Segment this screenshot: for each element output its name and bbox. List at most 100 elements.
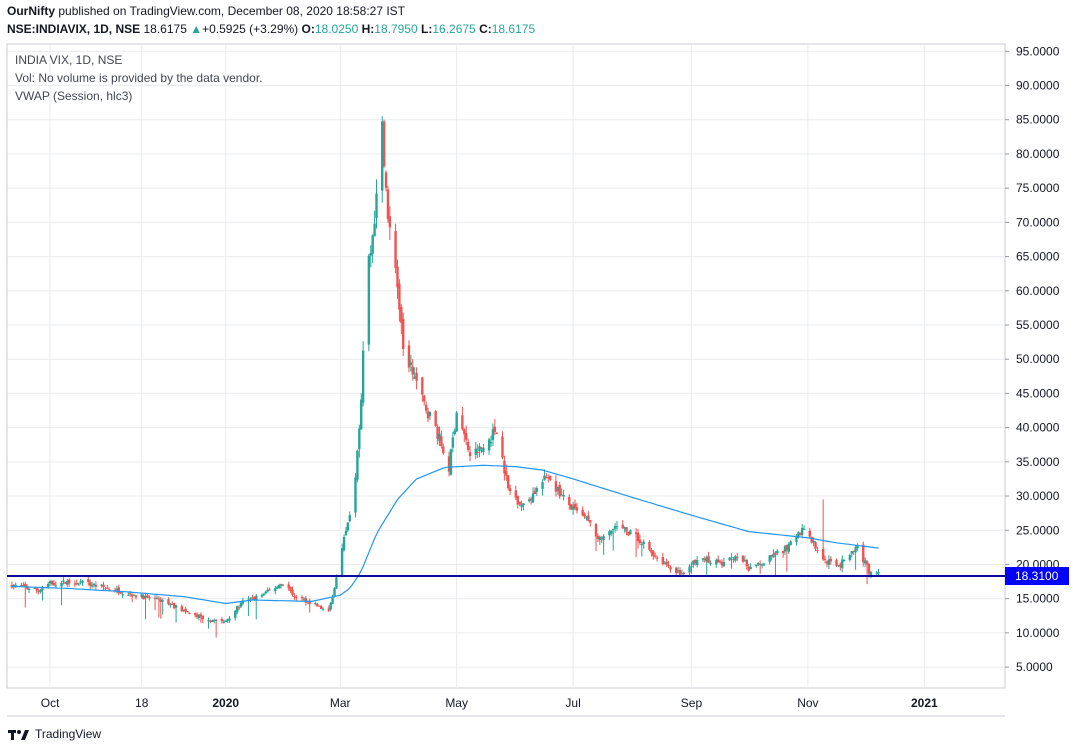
candle-body bbox=[302, 598, 306, 600]
candle-body bbox=[852, 550, 855, 552]
open-label: O: bbox=[301, 22, 315, 36]
candle-body bbox=[369, 252, 372, 256]
candle-body bbox=[451, 437, 455, 448]
candle-body bbox=[608, 531, 611, 536]
candle-body bbox=[295, 596, 298, 598]
candle-body bbox=[799, 532, 802, 535]
candle-body bbox=[108, 589, 111, 591]
plot-area[interactable] bbox=[6, 43, 1006, 689]
candle-body bbox=[455, 412, 458, 432]
candle-body bbox=[463, 429, 466, 435]
candle-body bbox=[625, 527, 628, 532]
candle-body bbox=[653, 555, 657, 557]
candle-body bbox=[501, 436, 504, 458]
candle-body bbox=[837, 565, 840, 567]
candle-body bbox=[768, 555, 771, 562]
candle-body bbox=[402, 318, 405, 350]
close-label: C: bbox=[479, 22, 492, 36]
candle-body bbox=[703, 558, 707, 561]
candle-body bbox=[531, 493, 535, 503]
candle-body bbox=[346, 522, 350, 531]
candle-body bbox=[629, 530, 632, 535]
candle-body bbox=[533, 491, 537, 495]
candle-body bbox=[274, 588, 277, 592]
candle-body bbox=[676, 570, 680, 572]
candle-body bbox=[600, 538, 603, 540]
x-tick-label: 18 bbox=[135, 696, 149, 710]
candle-body bbox=[209, 620, 212, 622]
candle-body bbox=[695, 559, 699, 566]
candle-body bbox=[682, 572, 686, 575]
candle-body bbox=[655, 557, 659, 559]
candle-body bbox=[276, 586, 279, 589]
candle-body bbox=[213, 619, 216, 622]
candle-body bbox=[400, 307, 403, 323]
candle-body bbox=[184, 608, 187, 612]
candle-body bbox=[535, 488, 539, 492]
candle-body bbox=[318, 605, 321, 607]
candle-body bbox=[67, 579, 71, 584]
y-tick-label: 5.0000 bbox=[1016, 660, 1053, 674]
candle-body bbox=[207, 620, 210, 622]
candle-body bbox=[594, 524, 598, 537]
candle-body bbox=[117, 587, 121, 594]
candle-body bbox=[214, 619, 218, 621]
candle-body bbox=[789, 541, 792, 546]
candle-body bbox=[718, 561, 722, 563]
candle-body bbox=[157, 598, 161, 600]
candle-body bbox=[367, 255, 371, 345]
candle-body bbox=[827, 559, 831, 565]
candle-body bbox=[508, 488, 512, 492]
candle-body bbox=[554, 481, 558, 492]
candle-body bbox=[241, 600, 245, 604]
candle-body bbox=[877, 572, 880, 574]
candle-body bbox=[62, 580, 65, 582]
candle-body bbox=[758, 563, 762, 565]
candle-body bbox=[37, 590, 40, 592]
published-text: published on TradingView.com, December 0… bbox=[58, 4, 406, 18]
candle-body bbox=[869, 571, 873, 576]
candle-body bbox=[25, 587, 29, 589]
candle-body bbox=[155, 597, 159, 599]
candle-body bbox=[787, 544, 790, 552]
level-price-label: 18.3100 bbox=[1015, 569, 1059, 583]
candle-body bbox=[478, 446, 481, 452]
candle-body bbox=[381, 121, 384, 191]
candle-body bbox=[503, 460, 506, 474]
footer-brand[interactable]: TradingView bbox=[8, 727, 101, 741]
candle-body bbox=[60, 582, 63, 587]
candle-body bbox=[705, 557, 708, 562]
candle-body bbox=[736, 557, 739, 559]
candle-body bbox=[316, 603, 319, 607]
candle-body bbox=[610, 530, 613, 534]
candle-body bbox=[171, 604, 174, 606]
candle-body bbox=[589, 520, 592, 523]
candle-body bbox=[354, 477, 357, 513]
candle-body bbox=[747, 566, 750, 571]
candle-body bbox=[148, 597, 151, 599]
candle-body bbox=[434, 411, 437, 426]
candle-body bbox=[514, 490, 518, 498]
candle-body bbox=[304, 598, 308, 603]
y-tick-label: 35.0000 bbox=[1016, 455, 1060, 469]
candle-body bbox=[772, 553, 775, 558]
candle-body bbox=[770, 554, 773, 557]
candle-body bbox=[172, 603, 176, 609]
candle-body bbox=[220, 618, 224, 622]
candle-body bbox=[476, 451, 479, 453]
candle-body bbox=[581, 509, 584, 516]
price-change: +0.5925 (+3.29%) bbox=[202, 22, 299, 36]
candle-body bbox=[142, 595, 145, 600]
legend-vwap[interactable]: VWAP (Session, hlc3) bbox=[15, 89, 133, 103]
candle-body bbox=[587, 515, 590, 521]
candle-body bbox=[226, 619, 229, 621]
y-tick-label: 45.0000 bbox=[1016, 386, 1060, 400]
candle-body bbox=[161, 600, 164, 602]
candle-body bbox=[88, 582, 92, 586]
candle-body bbox=[281, 584, 285, 586]
candle-body bbox=[132, 594, 136, 596]
y-tick-label: 75.0000 bbox=[1016, 181, 1060, 195]
candle-body bbox=[623, 527, 626, 529]
candle-body bbox=[277, 585, 281, 589]
